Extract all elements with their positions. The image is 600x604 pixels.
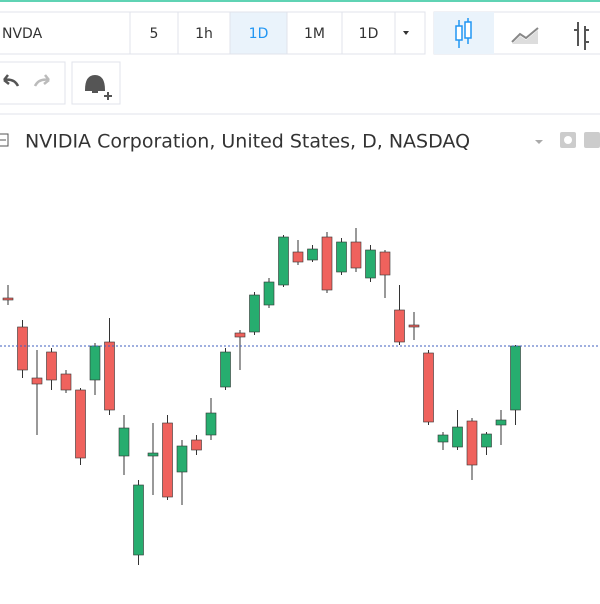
chart-title: NVIDIA Corporation, United States, D, NA… bbox=[25, 131, 470, 153]
top-accent bbox=[0, 0, 600, 2]
eye-pupil bbox=[564, 136, 572, 144]
candle-body bbox=[191, 439, 202, 451]
candle-body bbox=[104, 341, 115, 411]
candle-body bbox=[307, 248, 318, 261]
candle-body bbox=[118, 427, 130, 457]
candle-body bbox=[394, 309, 405, 343]
interval-label: 1M bbox=[304, 26, 325, 42]
candle-body bbox=[46, 351, 57, 381]
area-fill-icon bbox=[512, 30, 538, 44]
candle-body bbox=[408, 324, 420, 328]
title-dropdown[interactable] bbox=[535, 140, 543, 144]
candle-body bbox=[220, 351, 231, 388]
candle-body bbox=[350, 241, 362, 269]
candle-body bbox=[60, 373, 72, 391]
interval-label: 5 bbox=[150, 26, 159, 42]
settings-icon[interactable] bbox=[584, 132, 600, 148]
candle-body bbox=[365, 249, 376, 279]
candle-body bbox=[17, 326, 28, 371]
interval-button[interactable] bbox=[286, 11, 343, 55]
candle-body bbox=[263, 281, 275, 306]
candle-body bbox=[89, 345, 101, 381]
candle-body bbox=[31, 377, 43, 385]
candle-body bbox=[176, 445, 188, 473]
candle-body bbox=[133, 484, 144, 556]
candle-body bbox=[147, 452, 159, 457]
alert-plus bbox=[104, 92, 112, 100]
candle-body bbox=[452, 426, 463, 448]
candle-body bbox=[2, 297, 14, 301]
interval-button[interactable] bbox=[341, 11, 396, 55]
candle-body bbox=[75, 389, 86, 459]
bars-icon[interactable] bbox=[574, 22, 589, 50]
interval-button[interactable] bbox=[129, 11, 179, 55]
interval-button[interactable] bbox=[229, 11, 288, 55]
interval-label: 1D bbox=[249, 26, 269, 42]
collapse-icon[interactable] bbox=[0, 133, 9, 147]
interval-label: 1h bbox=[195, 26, 213, 42]
candle-body bbox=[510, 345, 521, 411]
candle-body bbox=[379, 251, 391, 276]
candle-body bbox=[437, 434, 449, 443]
alert-icon bbox=[84, 74, 106, 93]
candle-body bbox=[495, 419, 507, 426]
candle-style-active[interactable] bbox=[434, 12, 494, 54]
candle-body bbox=[466, 420, 478, 466]
candle-body bbox=[162, 422, 173, 498]
candle-body bbox=[234, 332, 246, 338]
candle-body bbox=[321, 236, 333, 291]
candle-body bbox=[423, 352, 434, 423]
candle-body bbox=[249, 294, 260, 333]
undo-redo[interactable] bbox=[0, 61, 66, 105]
interval-label: 1D bbox=[359, 26, 379, 42]
undo-icon[interactable] bbox=[3, 74, 20, 87]
interval-dropdown[interactable] bbox=[403, 31, 409, 35]
symbol: NVDA bbox=[2, 26, 43, 42]
candle-body bbox=[336, 241, 347, 273]
candle-body bbox=[292, 251, 304, 263]
alert-button[interactable] bbox=[71, 61, 121, 105]
candle-body bbox=[205, 412, 217, 436]
candle-icon bbox=[455, 18, 472, 48]
redo-icon[interactable] bbox=[33, 74, 50, 87]
area-icon[interactable] bbox=[511, 27, 539, 43]
candle-body bbox=[481, 433, 492, 448]
candle-body bbox=[278, 236, 289, 286]
